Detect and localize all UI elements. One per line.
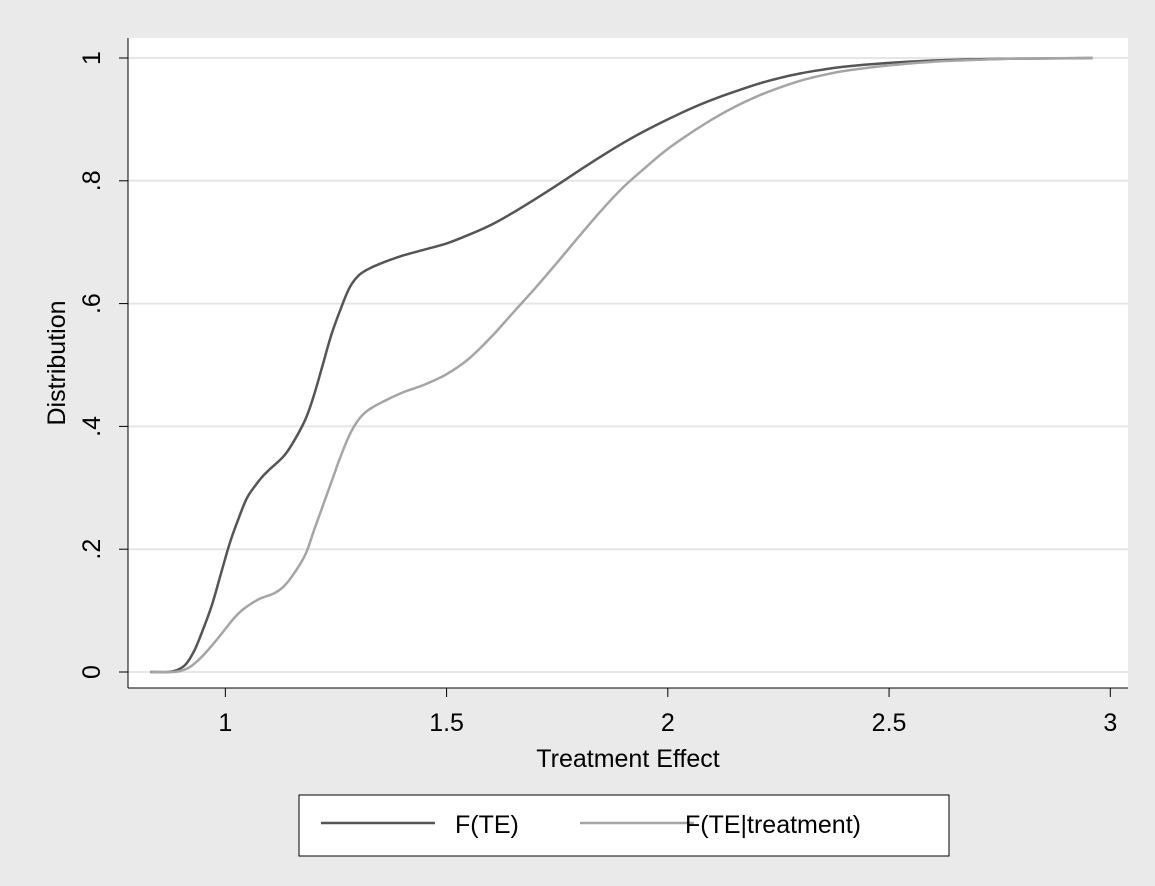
y-axis-label: Distribution [43, 300, 71, 425]
legend: F(TE) F(TE|treatment) [298, 794, 950, 857]
plot-area [128, 38, 1128, 688]
axes [127, 38, 1128, 689]
y-tick-label: .8 [78, 170, 106, 191]
gridlines [128, 57, 1128, 673]
series-lines [150, 56, 1093, 674]
x-tick-label: 1.5 [429, 709, 464, 737]
y-tick-label: .4 [78, 416, 106, 437]
legend-box [298, 794, 950, 857]
x-tick-label: 2 [661, 709, 675, 737]
x-tick-label: 1 [218, 709, 232, 737]
legend-label-f-te-treatment: F(TE|treatment) [685, 811, 861, 839]
y-tick-label: .2 [78, 539, 106, 560]
y-tick-label: 1 [78, 51, 106, 65]
y-tick-label: .6 [78, 293, 106, 314]
x-axis-label: Treatment Effect [536, 745, 719, 773]
series-line-f-te [150, 56, 1093, 674]
ticks: 0 .2 .4 .6 .8 1 1 1.5 2 2.5 3 [78, 51, 1117, 737]
y-tick-label: 0 [78, 665, 106, 679]
series-line-f-te-treatment [150, 56, 1093, 674]
x-tick-label: 3 [1103, 709, 1117, 737]
legend-label-f-te: F(TE) [455, 811, 519, 839]
x-tick-label: 2.5 [872, 709, 907, 737]
